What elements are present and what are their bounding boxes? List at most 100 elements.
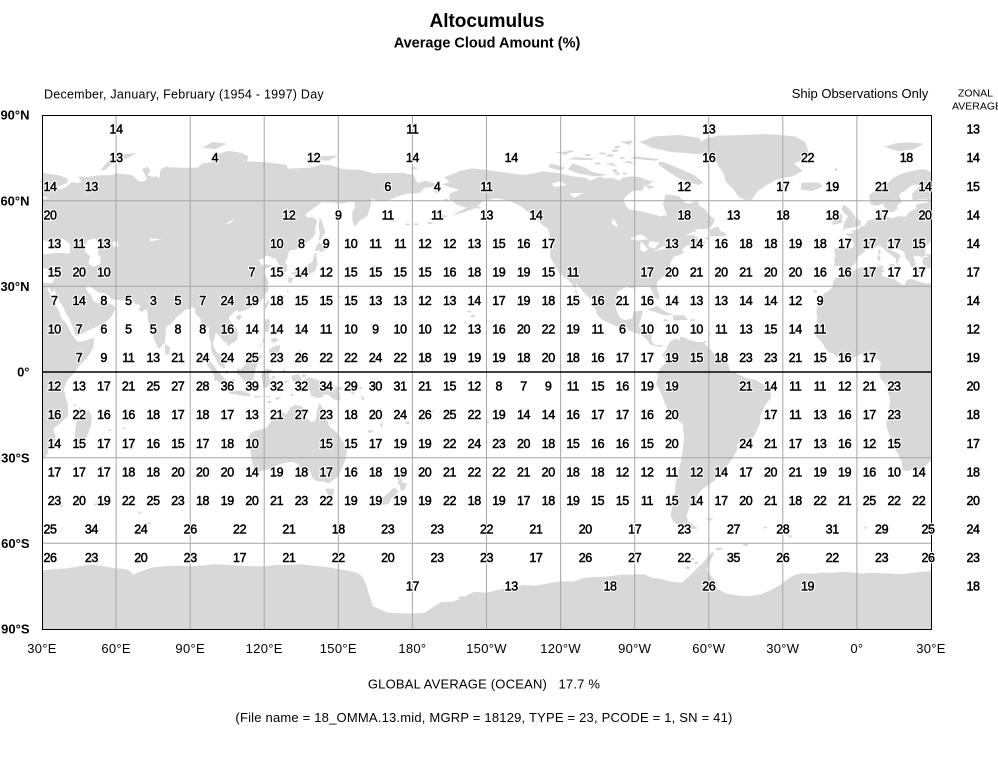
svg-text:8: 8 <box>199 323 206 337</box>
svg-text:23: 23 <box>678 523 692 537</box>
svg-text:10: 10 <box>344 237 358 251</box>
svg-text:22: 22 <box>826 551 840 565</box>
svg-text:17: 17 <box>221 408 235 422</box>
svg-text:21: 21 <box>875 180 889 194</box>
svg-text:17: 17 <box>542 237 556 251</box>
svg-text:16: 16 <box>640 408 654 422</box>
svg-text:14: 14 <box>517 408 531 422</box>
svg-text:15: 15 <box>813 351 827 365</box>
svg-text:9: 9 <box>100 351 107 365</box>
svg-text:15: 15 <box>443 380 457 394</box>
svg-text:5: 5 <box>175 294 182 308</box>
svg-text:10: 10 <box>245 437 259 451</box>
svg-text:12: 12 <box>418 294 432 308</box>
svg-text:14: 14 <box>43 180 57 194</box>
svg-text:16: 16 <box>616 380 630 394</box>
svg-text:20: 20 <box>764 465 778 479</box>
svg-text:7: 7 <box>520 380 527 394</box>
svg-text:60°W: 60°W <box>692 641 726 656</box>
svg-text:17: 17 <box>776 180 790 194</box>
svg-text:21: 21 <box>739 266 753 280</box>
svg-text:14: 14 <box>295 266 309 280</box>
svg-text:25: 25 <box>245 351 259 365</box>
svg-text:18: 18 <box>147 408 161 422</box>
svg-text:27: 27 <box>295 408 309 422</box>
svg-text:25: 25 <box>147 494 161 508</box>
svg-text:14: 14 <box>966 237 980 251</box>
svg-text:11: 11 <box>369 237 382 251</box>
svg-text:22: 22 <box>887 494 901 508</box>
svg-text:8: 8 <box>496 380 503 394</box>
svg-text:11: 11 <box>789 380 802 394</box>
svg-text:16: 16 <box>838 266 852 280</box>
svg-text:35: 35 <box>727 551 741 565</box>
svg-text:16: 16 <box>97 408 111 422</box>
svg-text:17: 17 <box>97 380 111 394</box>
svg-text:14: 14 <box>966 294 980 308</box>
svg-text:24: 24 <box>134 523 148 537</box>
svg-text:15: 15 <box>171 437 185 451</box>
svg-text:14: 14 <box>966 151 980 165</box>
svg-text:10: 10 <box>270 237 284 251</box>
svg-text:24: 24 <box>739 437 753 451</box>
svg-text:16: 16 <box>221 323 235 337</box>
svg-text:18: 18 <box>344 408 358 422</box>
svg-text:27: 27 <box>727 523 741 537</box>
svg-text:14: 14 <box>918 180 932 194</box>
svg-text:16: 16 <box>147 437 161 451</box>
svg-text:0°: 0° <box>850 641 863 656</box>
svg-text:30°E: 30°E <box>27 641 57 656</box>
svg-text:13: 13 <box>690 294 704 308</box>
svg-text:17: 17 <box>529 551 543 565</box>
svg-text:13: 13 <box>110 151 124 165</box>
svg-text:23: 23 <box>480 551 494 565</box>
svg-text:17: 17 <box>591 408 605 422</box>
svg-text:15: 15 <box>72 437 86 451</box>
svg-text:34: 34 <box>319 380 333 394</box>
svg-text:16: 16 <box>344 465 358 479</box>
svg-text:18: 18 <box>739 237 753 251</box>
svg-text:15: 15 <box>344 294 358 308</box>
svg-text:12: 12 <box>678 180 692 194</box>
svg-text:7: 7 <box>51 294 58 308</box>
svg-text:21: 21 <box>739 380 753 394</box>
svg-text:16: 16 <box>838 408 852 422</box>
svg-text:22: 22 <box>394 351 408 365</box>
svg-text:22: 22 <box>542 323 556 337</box>
svg-text:21: 21 <box>616 294 630 308</box>
svg-text:25: 25 <box>863 494 877 508</box>
svg-text:17: 17 <box>591 408 605 422</box>
svg-text:17: 17 <box>319 465 333 479</box>
svg-text:90°N: 90°N <box>0 108 29 123</box>
svg-text:23: 23 <box>171 494 185 508</box>
svg-text:14: 14 <box>529 208 543 222</box>
svg-text:21: 21 <box>418 380 432 394</box>
svg-text:23: 23 <box>887 408 901 422</box>
svg-text:23: 23 <box>764 351 778 365</box>
svg-text:19: 19 <box>665 351 679 365</box>
svg-text:17: 17 <box>764 408 778 422</box>
svg-text:18: 18 <box>789 494 803 508</box>
svg-text:10: 10 <box>690 323 704 337</box>
svg-text:17: 17 <box>640 351 654 365</box>
svg-text:26: 26 <box>418 408 432 422</box>
svg-text:20: 20 <box>196 465 210 479</box>
svg-text:11: 11 <box>567 380 580 394</box>
svg-text:13: 13 <box>443 294 457 308</box>
svg-text:23: 23 <box>966 551 980 565</box>
svg-text:25: 25 <box>43 523 57 537</box>
svg-text:20: 20 <box>665 437 679 451</box>
svg-text:18: 18 <box>764 237 778 251</box>
svg-text:24: 24 <box>196 351 210 365</box>
svg-text:11: 11 <box>394 237 407 251</box>
svg-text:22: 22 <box>542 323 556 337</box>
svg-text:26: 26 <box>776 551 790 565</box>
svg-text:18: 18 <box>966 465 980 479</box>
svg-text:34: 34 <box>319 380 333 394</box>
svg-text:16: 16 <box>492 323 506 337</box>
svg-text:19: 19 <box>394 465 408 479</box>
svg-text:19: 19 <box>517 266 531 280</box>
svg-text:14: 14 <box>715 465 729 479</box>
svg-text:11: 11 <box>567 266 580 280</box>
svg-text:22: 22 <box>492 465 506 479</box>
